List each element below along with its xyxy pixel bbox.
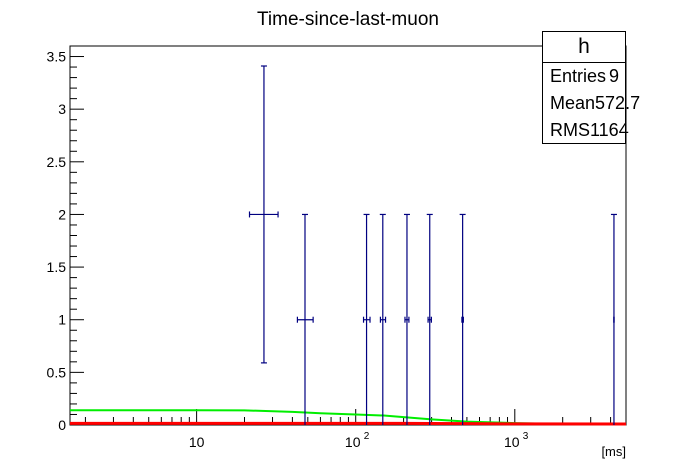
y-tick-label: 1.5 — [47, 259, 67, 275]
stats-label: Mean — [550, 93, 596, 113]
y-tick-label: 0.5 — [47, 364, 67, 380]
stats-box: h Entries 9 Mean 572.7 RMS 1164 — [542, 31, 640, 144]
y-tick-label: 1 — [58, 312, 66, 328]
y-tick-label: 0 — [58, 417, 66, 433]
red-curve — [70, 421, 627, 426]
chart-title: Time-since-last-muon — [257, 9, 439, 30]
x-tick-exponent: 2 — [364, 431, 370, 442]
stats-row-rms: RMS 1164 — [543, 117, 629, 144]
x-axis-label: [ms] — [601, 444, 626, 459]
x-tick-label: 10 — [345, 434, 361, 450]
plot-area: 00.511.522.533.510 10 2 10 3 — [47, 45, 627, 450]
stats-label: RMS — [550, 120, 590, 140]
y-tick-label: 3.5 — [47, 49, 67, 65]
stats-value: 9 — [608, 66, 619, 86]
stats-row-entries: Entries 9 — [543, 63, 625, 90]
stats-row-mean: Mean 572.7 — [543, 90, 640, 117]
x-tick-label: 10 — [189, 434, 205, 450]
stats-title: h — [543, 32, 625, 63]
x-tick-label: 10 — [504, 434, 520, 450]
y-tick-label: 3 — [58, 101, 66, 117]
stats-label: Entries — [550, 66, 607, 86]
stats-value: 572.7 — [595, 93, 641, 113]
y-tick-label: 2 — [58, 206, 66, 222]
y-tick-label: 2.5 — [47, 154, 67, 170]
x-tick-exponent: 3 — [523, 431, 529, 442]
stats-value: 1164 — [590, 120, 629, 140]
